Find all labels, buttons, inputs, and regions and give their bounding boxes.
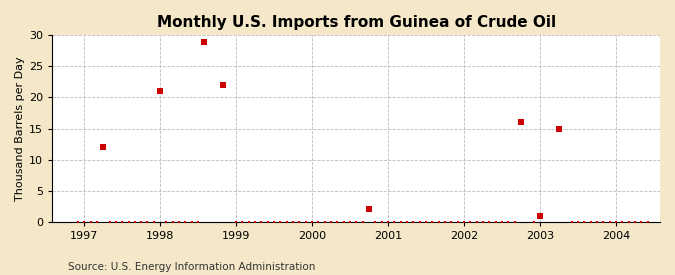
Point xyxy=(510,219,520,224)
Point xyxy=(218,83,229,87)
Point xyxy=(98,145,109,149)
Point xyxy=(630,219,641,224)
Point xyxy=(294,219,305,224)
Point xyxy=(484,219,495,224)
Point xyxy=(250,219,261,224)
Point xyxy=(345,219,356,224)
Point xyxy=(199,39,210,44)
Point xyxy=(516,120,526,125)
Point xyxy=(446,219,457,224)
Point xyxy=(319,219,330,224)
Point xyxy=(623,219,634,224)
Point xyxy=(370,219,381,224)
Point xyxy=(642,219,653,224)
Point xyxy=(402,219,412,224)
Point xyxy=(167,219,178,224)
Point xyxy=(554,126,564,131)
Point xyxy=(332,219,343,224)
Point xyxy=(572,219,583,224)
Point xyxy=(389,219,400,224)
Point xyxy=(123,219,134,224)
Point xyxy=(408,219,418,224)
Point xyxy=(326,219,337,224)
Point xyxy=(598,219,609,224)
Point xyxy=(231,219,242,224)
Point xyxy=(585,219,596,224)
Point xyxy=(237,219,248,224)
Point xyxy=(529,219,539,224)
Point xyxy=(256,219,267,224)
Point xyxy=(377,219,387,224)
Point xyxy=(433,219,444,224)
Point xyxy=(611,219,622,224)
Point xyxy=(497,219,508,224)
Point xyxy=(306,219,317,224)
Point xyxy=(458,219,469,224)
Point xyxy=(136,219,146,224)
Point xyxy=(490,219,501,224)
Point xyxy=(130,219,140,224)
Point xyxy=(193,219,204,224)
Point xyxy=(72,219,83,224)
Point xyxy=(288,219,298,224)
Point xyxy=(92,219,103,224)
Point xyxy=(636,219,647,224)
Point xyxy=(471,219,482,224)
Point xyxy=(155,89,165,94)
Point xyxy=(427,219,438,224)
Point xyxy=(263,219,273,224)
Point xyxy=(535,213,545,218)
Point xyxy=(414,219,425,224)
Point xyxy=(617,219,628,224)
Point xyxy=(275,219,286,224)
Point xyxy=(186,219,197,224)
Y-axis label: Thousand Barrels per Day: Thousand Barrels per Day xyxy=(15,56,25,201)
Point xyxy=(566,219,577,224)
Point xyxy=(503,219,514,224)
Point xyxy=(313,219,324,224)
Point xyxy=(111,219,122,224)
Point xyxy=(85,219,96,224)
Point xyxy=(269,219,279,224)
Point xyxy=(478,219,489,224)
Point xyxy=(244,219,254,224)
Point xyxy=(591,219,602,224)
Point xyxy=(161,219,172,224)
Point xyxy=(173,219,184,224)
Point xyxy=(300,219,311,224)
Text: Source: U.S. Energy Information Administration: Source: U.S. Energy Information Administ… xyxy=(68,262,315,272)
Point xyxy=(421,219,431,224)
Point xyxy=(465,219,476,224)
Point xyxy=(104,219,115,224)
Point xyxy=(180,219,191,224)
Point xyxy=(452,219,463,224)
Point xyxy=(281,219,292,224)
Point xyxy=(439,219,450,224)
Point xyxy=(383,219,394,224)
Point xyxy=(148,219,159,224)
Point xyxy=(142,219,153,224)
Point xyxy=(338,219,349,224)
Point xyxy=(117,219,128,224)
Point xyxy=(351,219,362,224)
Point xyxy=(357,219,368,224)
Point xyxy=(79,219,90,224)
Point xyxy=(604,219,615,224)
Point xyxy=(396,219,406,224)
Point xyxy=(579,219,590,224)
Point xyxy=(364,207,375,211)
Title: Monthly U.S. Imports from Guinea of Crude Oil: Monthly U.S. Imports from Guinea of Crud… xyxy=(157,15,556,30)
